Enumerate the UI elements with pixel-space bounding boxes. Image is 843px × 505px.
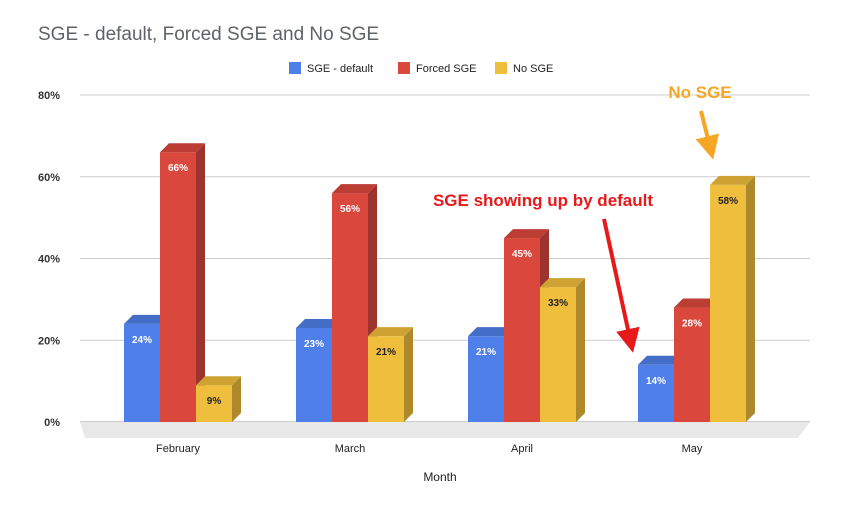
- y-tick-label: 20%: [38, 335, 60, 347]
- y-tick-label: 0%: [44, 417, 60, 429]
- data-label-no-sge-may: 58%: [718, 196, 738, 207]
- legend-swatch: [398, 62, 410, 74]
- x-tick-label-may: May: [682, 443, 703, 455]
- bar-no-sge-february: 9%: [196, 376, 241, 422]
- data-label-no-sge-february: 9%: [207, 396, 222, 407]
- annotation-no-sge-arrow: [695, 110, 719, 160]
- bar-front-no-sge-march: [368, 336, 404, 422]
- data-label-forced-sge-march: 56%: [340, 204, 360, 215]
- legend: SGE - default Forced SGE No SGE: [289, 62, 553, 75]
- bar-front-sge-default-may: [638, 364, 674, 422]
- legend-swatch: [495, 62, 507, 74]
- legend-label: No SGE: [513, 63, 553, 75]
- bar-no-sge-may: 58%: [710, 175, 755, 422]
- bar-front-forced-sge-march: [332, 193, 368, 422]
- data-label-no-sge-march: 21%: [376, 347, 396, 358]
- bar-side-forced-sge-february: [196, 143, 205, 422]
- data-label-forced-sge-april: 45%: [512, 249, 532, 260]
- data-label-sge-default-march: 23%: [304, 339, 324, 350]
- annotation-no-sge: No SGE: [668, 83, 732, 160]
- data-label-forced-sge-may: 28%: [682, 319, 702, 330]
- x-tick-label-april: April: [511, 443, 533, 455]
- y-tick-label: 80%: [38, 90, 60, 102]
- annotations: No SGE SGE showing up by default: [433, 83, 732, 353]
- annotation-sge-default: SGE showing up by default: [433, 191, 653, 353]
- bar-front-no-sge-may: [710, 184, 746, 422]
- bar-front-sge-default-february: [124, 323, 160, 422]
- bar-no-sge-april: 33%: [540, 278, 585, 422]
- bar-top-sge-default-april: [468, 327, 513, 337]
- bar-top-forced-sge-may: [674, 298, 719, 308]
- data-label-sge-default-may: 14%: [646, 376, 666, 387]
- bars: 24% 66% 9% 23% 56% 21% 21% 45% 33% 14% 28% 58%: [124, 143, 755, 422]
- x-tick-label-march: March: [335, 443, 366, 455]
- bar-top-sge-default-february: [124, 314, 169, 324]
- bar-top-forced-sge-april: [504, 229, 549, 239]
- bar-top-no-sge-may: [710, 175, 755, 185]
- legend-item-sge-default: SGE - default: [289, 62, 373, 75]
- data-label-sge-default-february: 24%: [132, 335, 152, 346]
- chart-floor: [80, 422, 810, 438]
- x-axis-label: Month: [423, 470, 456, 484]
- bar-front-forced-sge-may: [674, 307, 710, 422]
- chart-title: SGE - default, Forced SGE and No SGE: [38, 24, 379, 45]
- x-tick-label-february: February: [156, 443, 201, 455]
- bar-top-no-sge-april: [540, 278, 585, 288]
- legend-item-no-sge: No SGE: [495, 62, 553, 75]
- bar-top-sge-default-march: [296, 318, 341, 328]
- floor-plane: [80, 422, 810, 438]
- bar-top-no-sge-march: [368, 327, 413, 337]
- annotation-sge-default-text: SGE showing up by default: [433, 191, 653, 210]
- legend-item-forced-sge: Forced SGE: [398, 62, 477, 75]
- bar-front-sge-default-april: [468, 336, 504, 422]
- bar-front-sge-default-march: [296, 327, 332, 422]
- legend-swatch: [289, 62, 301, 74]
- x-axis: February March April May: [156, 443, 703, 455]
- legend-label: Forced SGE: [416, 63, 477, 75]
- bar-no-sge-march: 21%: [368, 327, 413, 422]
- bar-forced-sge-february: 66%: [160, 143, 205, 422]
- annotation-no-sge-text: No SGE: [668, 83, 731, 102]
- bar-top-forced-sge-february: [160, 143, 205, 153]
- y-tick-label: 60%: [38, 172, 60, 184]
- data-label-forced-sge-february: 66%: [168, 163, 188, 174]
- data-label-no-sge-april: 33%: [548, 298, 568, 309]
- y-tick-label: 40%: [38, 254, 60, 266]
- bar-front-forced-sge-february: [160, 152, 196, 422]
- bar-front-no-sge-february: [196, 385, 232, 422]
- bar-top-no-sge-february: [196, 376, 241, 386]
- bar-side-no-sge-may: [746, 175, 755, 422]
- bar-top-sge-default-may: [638, 355, 683, 365]
- data-label-sge-default-april: 21%: [476, 347, 496, 358]
- legend-label: SGE - default: [307, 63, 373, 75]
- bar-side-no-sge-march: [404, 327, 413, 422]
- annotation-sge-default-arrow: [602, 218, 640, 353]
- y-axis: 0% 20% 40% 60% 80%: [38, 90, 60, 429]
- bar-side-no-sge-february: [232, 376, 241, 422]
- bar-front-no-sge-april: [540, 287, 576, 422]
- bar-front-forced-sge-april: [504, 238, 540, 422]
- bar-top-forced-sge-march: [332, 184, 377, 194]
- bar-side-no-sge-april: [576, 278, 585, 422]
